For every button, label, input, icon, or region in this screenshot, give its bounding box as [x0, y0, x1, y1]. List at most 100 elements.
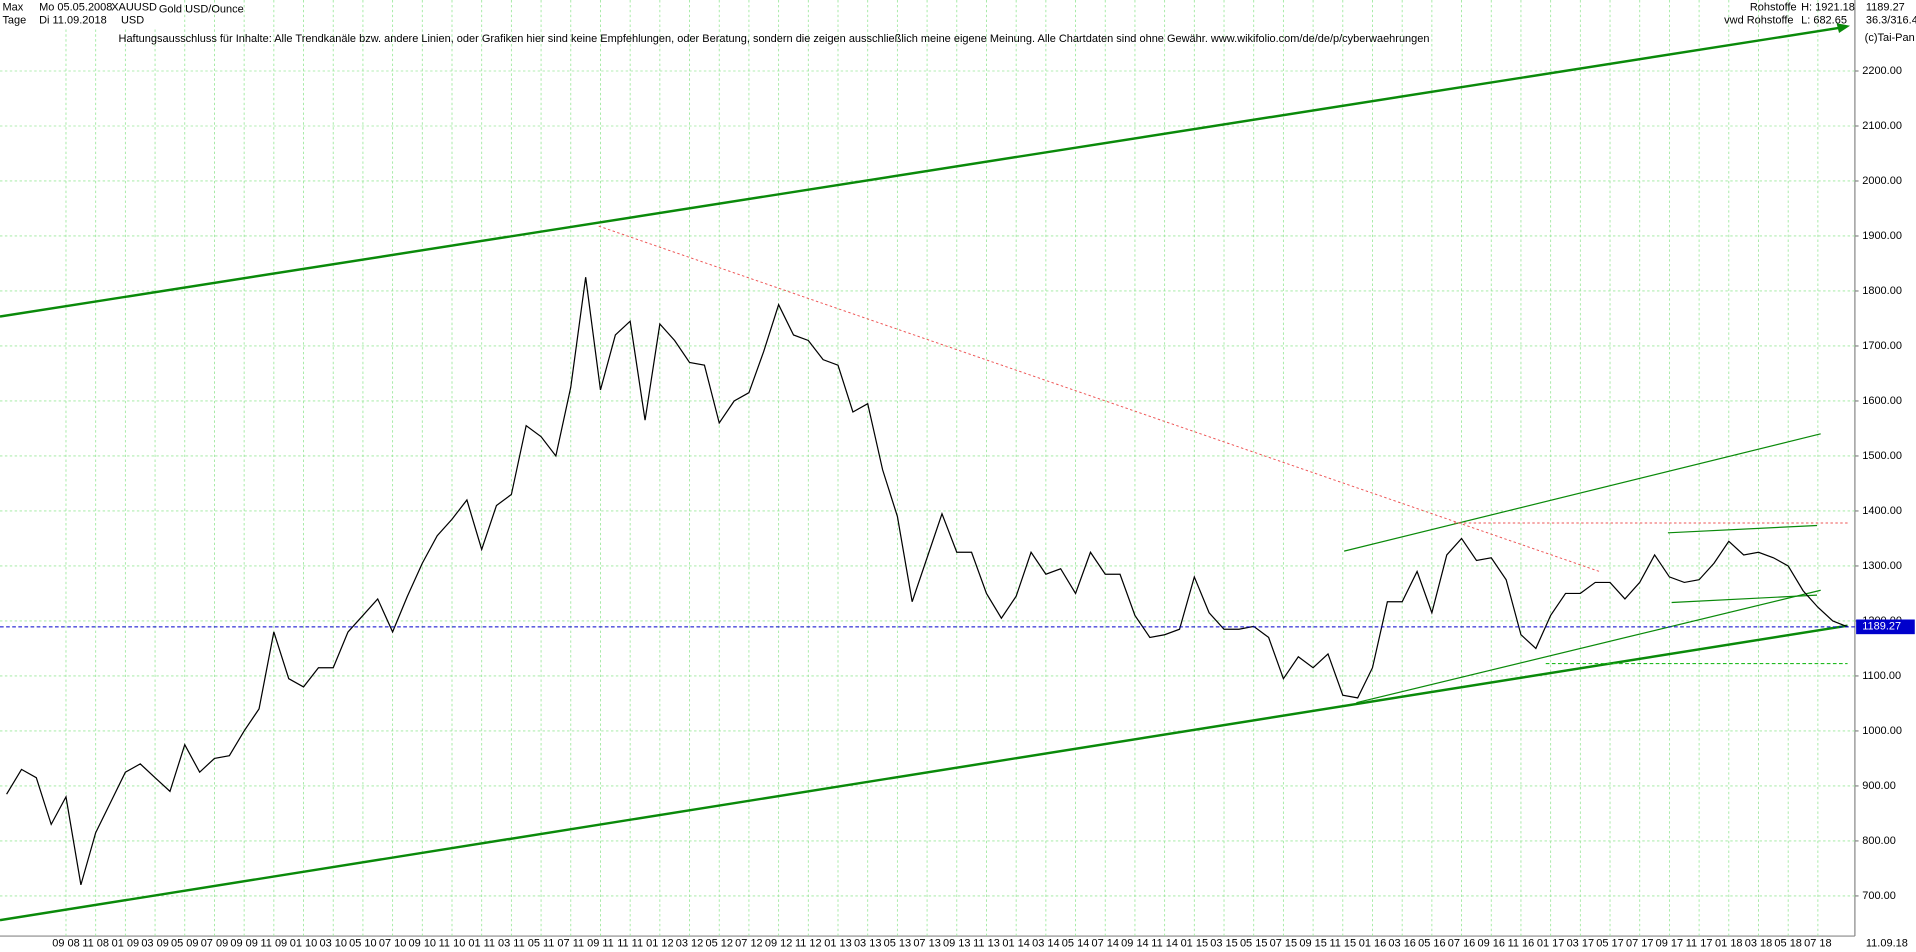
- x-tick-label: 11 17: [1686, 937, 1713, 949]
- y-tick-label: 1800.00: [1862, 285, 1902, 297]
- y-tick-label: 1600.00: [1862, 395, 1902, 407]
- last-price-box: [1856, 619, 1915, 635]
- x-tick-label: 11 14: [1151, 937, 1178, 949]
- x-tick-label: 09 15: [1299, 937, 1327, 949]
- x-tick-label: 07 14: [1091, 937, 1119, 949]
- arrow: [1836, 23, 1851, 34]
- low: L: 682.65: [1801, 15, 1847, 27]
- x-tick-label: 03 09: [141, 937, 169, 949]
- currency: USD: [121, 15, 144, 27]
- x-tick-label: 05 14: [1062, 937, 1090, 949]
- x-tick-label: 01 09: [112, 937, 139, 949]
- x-tick-label: 03 18: [1745, 937, 1773, 949]
- x-tick-label: 03 10: [319, 937, 347, 949]
- header-box: [0, 0, 157, 30]
- x-tick-label: 05 13: [884, 937, 912, 949]
- x-tick-label: 09 14: [1121, 937, 1149, 949]
- x-tick-label: 09 09: [230, 937, 257, 949]
- x-tick-label: 05 18: [1774, 937, 1802, 949]
- x-tick-label: 03 16: [1388, 937, 1416, 949]
- x-tick-label: 07 15: [1270, 937, 1298, 949]
- x-tick-label: 11 08: [82, 937, 109, 949]
- trend-line: [1343, 433, 1821, 552]
- x-tick-label: 11 13: [973, 937, 1000, 949]
- x-tick-label: 01 12: [646, 937, 674, 949]
- y-tick-label: 1700.00: [1862, 340, 1902, 352]
- price-series: [6, 277, 1848, 886]
- high: H: 1921.18: [1801, 1, 1855, 13]
- y-tick-label: 900.00: [1862, 780, 1896, 792]
- price-line: [6, 277, 1848, 886]
- source: vwd Rohstoffe: [1724, 15, 1793, 27]
- grid: [0, 0, 1855, 937]
- date-label: 11.09.18: [1866, 937, 1908, 949]
- x-tick-label: 07 13: [913, 937, 941, 949]
- x-tick-label: 09 12: [765, 937, 793, 949]
- x-tick-label: 03 17: [1567, 937, 1595, 949]
- y-tick-label: 1000.00: [1862, 725, 1902, 737]
- x-tick-label: 09 16: [1478, 937, 1506, 949]
- x-tick-label: 01 11: [468, 937, 495, 949]
- x-tick-label: 01 17: [1537, 937, 1565, 949]
- symbol: XAUUSD: [111, 1, 157, 13]
- x-tick-label: 03 15: [1210, 937, 1238, 949]
- x-tick-label: 01 14: [1002, 937, 1030, 949]
- brand: (c)Tai-Pan: [1865, 32, 1915, 44]
- x-tick-label: 01 16: [1359, 937, 1387, 949]
- x-tick-label: 07 10: [379, 937, 407, 949]
- y-tick-label: 1900.00: [1862, 230, 1902, 242]
- trend-lines: [0, 23, 1851, 922]
- x-tick-label: 05 10: [349, 937, 377, 949]
- trend-line: [1667, 524, 1818, 534]
- x-tick-label: 05 16: [1418, 937, 1446, 949]
- x-tick-label: 07 18: [1804, 937, 1832, 949]
- x-tick-label: 05 09: [171, 937, 199, 949]
- y-tick-label: 1400.00: [1862, 505, 1902, 517]
- y-tick-label: 1300.00: [1862, 560, 1902, 572]
- x-tick-label: 09 10: [409, 937, 437, 949]
- x-tick-label: 07 11: [557, 937, 584, 949]
- range-select[interactable]: Max: [2, 1, 23, 13]
- x-tick-label: 09 11: [587, 937, 614, 949]
- y-tick-label: 800.00: [1862, 835, 1896, 847]
- y-tick-label: 1500.00: [1862, 450, 1902, 462]
- ratio: 36.3/316.4: [1866, 15, 1916, 27]
- x-tick-label: 01 15: [1181, 937, 1209, 949]
- x-tick-label: 11 09: [260, 937, 287, 949]
- chart-title: Haftungsausschluss für Inhalte: Alle Tre…: [119, 33, 1430, 45]
- trend-line: [1356, 589, 1821, 704]
- x-tick-label: 11 12: [795, 937, 822, 949]
- x-tick-label: 11 16: [1508, 937, 1535, 949]
- x-tick-label: 09 13: [943, 937, 971, 949]
- x-tick-label: 07 09: [201, 937, 229, 949]
- resistance-line: [598, 225, 1601, 573]
- trend-line: [0, 25, 1846, 318]
- y-tick-label: 1100.00: [1862, 670, 1901, 682]
- y-tick-label: 2000.00: [1862, 175, 1902, 187]
- y-tick-label: 2100.00: [1862, 120, 1902, 132]
- x-tick-label: 03 12: [676, 937, 704, 949]
- period-select[interactable]: Tage: [2, 15, 26, 27]
- y-tick-label: 2200.00: [1862, 65, 1902, 77]
- x-tick-label: 03 11: [498, 937, 525, 949]
- end-date: Di 11.09.2018: [39, 15, 107, 27]
- x-tick-label: 07 16: [1448, 937, 1476, 949]
- x-tick-label: 11 10: [439, 937, 466, 949]
- group: Rohstoffe: [1750, 1, 1797, 13]
- y-tick-label: 700.00: [1862, 890, 1896, 902]
- x-tick-label: 01 13: [824, 937, 852, 949]
- x-tick-label: 07 12: [735, 937, 763, 949]
- x-tick-label: 01 10: [290, 937, 318, 949]
- x-tick-label: 05 12: [705, 937, 733, 949]
- last-price-label: 1189.27: [1862, 621, 1901, 633]
- x-tick-label: 11 15: [1329, 937, 1356, 949]
- x-tick-label: 09 08: [52, 937, 80, 949]
- trend-line: [0, 624, 1848, 922]
- last-price: 1189.27: [1866, 1, 1905, 13]
- x-tick-label: 09 17: [1656, 937, 1684, 949]
- x-tick-label: 05 15: [1240, 937, 1268, 949]
- x-tick-label: 01 18: [1715, 937, 1743, 949]
- x-tick-label: 07 17: [1626, 937, 1654, 949]
